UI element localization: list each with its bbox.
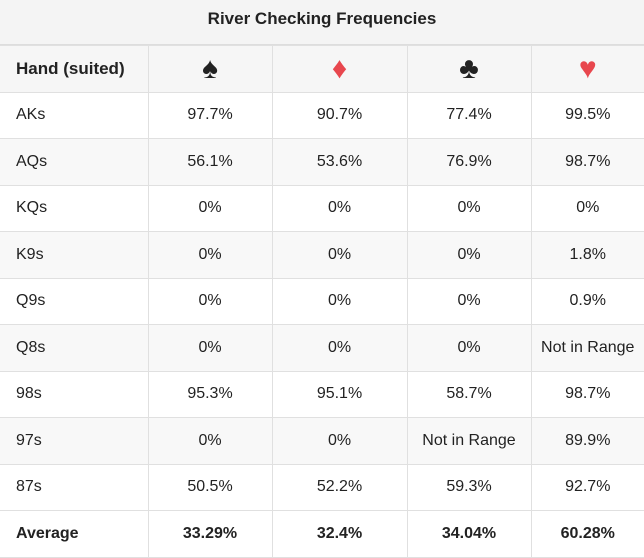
table-cell: 0%	[147, 324, 273, 372]
table-cell: 0%	[147, 417, 273, 465]
table-cell: 87s	[0, 463, 149, 511]
table-cell: 0%	[271, 277, 408, 325]
table-cell: 0%	[406, 277, 532, 325]
table-cell: 0%	[406, 231, 532, 279]
table-row: K9s 0% 0% 0% 1.8%	[0, 231, 644, 279]
table-cell: AKs	[0, 91, 149, 139]
table-cell: 95.1%	[271, 370, 408, 418]
table-cell: 90.7%	[271, 91, 408, 139]
table-title: River Checking Frequencies	[0, 0, 644, 45]
table-row: AQs 56.1% 53.6% 76.9% 98.7%	[0, 138, 644, 186]
table-cell: ♥	[530, 45, 644, 93]
table-cell: 52.2%	[271, 463, 408, 511]
table-cell: 58.7%	[406, 370, 532, 418]
table-cell: 0%	[530, 184, 644, 232]
table-row: 97s 0% 0% Not in Range 89.9%	[0, 417, 644, 465]
table-cell: Hand (suited)	[0, 45, 149, 93]
table-cell: 0%	[271, 417, 408, 465]
table-cell: 97.7%	[147, 91, 273, 139]
table-cell: 50.5%	[147, 463, 273, 511]
table-cell: K9s	[0, 231, 149, 279]
table-cell: 56.1%	[147, 138, 273, 186]
table-cell: 33.29%	[147, 510, 273, 558]
table-row: AKs 97.7% 90.7% 77.4% 99.5%	[0, 91, 644, 139]
table-cell: 99.5%	[530, 91, 644, 139]
table-row: Q8s 0% 0% 0% Not in Range	[0, 324, 644, 372]
table-row: 87s 50.5% 52.2% 59.3% 92.7%	[0, 463, 644, 511]
table-cell: 98.7%	[530, 370, 644, 418]
table-row: Hand (suited) ♠ ♦ ♣ ♥	[0, 45, 644, 93]
table-cell: 98s	[0, 370, 149, 418]
table-cell: 77.4%	[406, 91, 532, 139]
table-cell: ♠	[147, 45, 273, 93]
table-row: 98s 95.3% 95.1% 58.7% 98.7%	[0, 370, 644, 418]
table-cell: 0%	[271, 324, 408, 372]
table-cell: 60.28%	[530, 510, 644, 558]
table-row: Average 33.29% 32.4% 34.04% 60.28%	[0, 510, 644, 558]
table-cell: 53.6%	[271, 138, 408, 186]
table-row: KQs 0% 0% 0% 0%	[0, 184, 644, 232]
frequency-table: Hand (suited) ♠ ♦ ♣ ♥ AKs 97.7% 90.7% 77.4% 99.5%…	[0, 45, 644, 558]
table-cell: 95.3%	[147, 370, 273, 418]
table-cell: 97s	[0, 417, 149, 465]
table-row: Q9s 0% 0% 0% 0.9%	[0, 277, 644, 325]
table-cell: Not in Range	[406, 417, 532, 465]
table-cell: 34.04%	[406, 510, 532, 558]
table-cell: 0%	[271, 184, 408, 232]
table-cell: 76.9%	[406, 138, 532, 186]
table-cell: 0%	[147, 184, 273, 232]
table-cell: Q9s	[0, 277, 149, 325]
table-cell: 1.8%	[530, 231, 644, 279]
table-cell: ♣	[406, 45, 532, 93]
table-cell: 98.7%	[530, 138, 644, 186]
table-cell: ♦	[271, 45, 408, 93]
table-cell: 0%	[147, 277, 273, 325]
table-cell: 0.9%	[530, 277, 644, 325]
table-cell: 0%	[406, 184, 532, 232]
table-cell: 92.7%	[530, 463, 644, 511]
table-cell: Not in Range	[530, 324, 644, 372]
table-cell: 0%	[406, 324, 532, 372]
table-cell: 0%	[271, 231, 408, 279]
table-cell: 59.3%	[406, 463, 532, 511]
table-cell: KQs	[0, 184, 149, 232]
table-cell: Average	[0, 510, 149, 558]
table-cell: 32.4%	[271, 510, 408, 558]
table-cell: 0%	[147, 231, 273, 279]
table-cell: AQs	[0, 138, 149, 186]
table-cell: 89.9%	[530, 417, 644, 465]
table-cell: Q8s	[0, 324, 149, 372]
